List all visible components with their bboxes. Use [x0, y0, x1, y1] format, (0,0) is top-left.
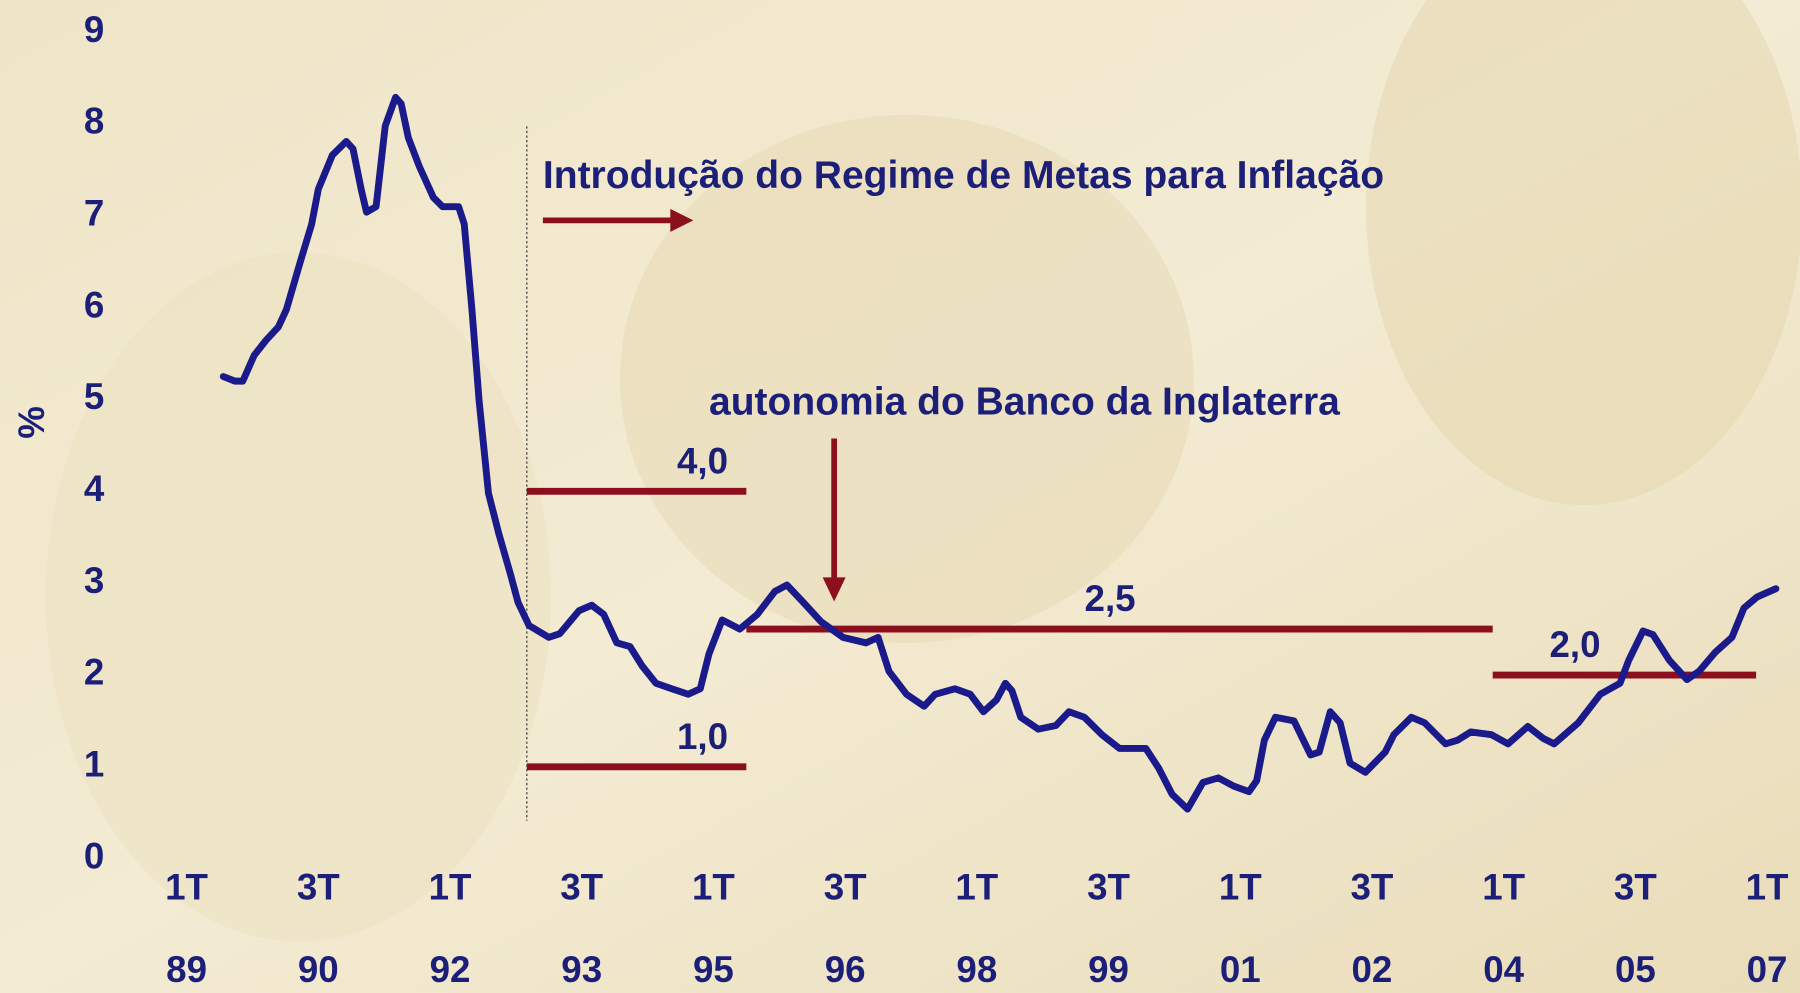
- event-label: autonomia do Banco da Inglaterra: [709, 380, 1340, 423]
- y-tick-label: 7: [84, 193, 104, 234]
- x-tick-label: 04: [1483, 949, 1524, 990]
- x-tick-label: 02: [1352, 949, 1393, 990]
- x-tick-label: 3T: [297, 866, 340, 907]
- y-tick-label: 1: [84, 744, 104, 785]
- y-tick-label: 0: [84, 835, 104, 876]
- x-tick-label: 96: [825, 949, 866, 990]
- x-tick-label: 1T: [1482, 866, 1525, 907]
- x-tick-label: 89: [166, 949, 207, 990]
- x-tick-label: 1T: [429, 866, 472, 907]
- y-tick-label: 2: [84, 652, 104, 693]
- x-tick-label: 1T: [1746, 866, 1789, 907]
- y-tick-label: 9: [84, 9, 104, 50]
- x-tick-label: 92: [430, 949, 471, 990]
- x-tick-label: 95: [693, 949, 734, 990]
- x-tick-label: 05: [1615, 949, 1656, 990]
- y-axis-label: %: [11, 406, 52, 439]
- y-tick-label: 6: [84, 284, 104, 325]
- x-tick-label: 1T: [692, 866, 735, 907]
- x-tick-label: 98: [956, 949, 997, 990]
- x-tick-label: 1T: [1219, 866, 1262, 907]
- event-label: Introdução do Regime de Metas para Infla…: [543, 154, 1384, 197]
- x-tick-label: 90: [298, 949, 339, 990]
- page: {"chart_data": { "type": "line", "y_labe…: [0, 0, 1800, 993]
- x-tick-label: 3T: [1351, 866, 1394, 907]
- target-label: 2,5: [1085, 578, 1136, 619]
- chart: % 01234567891T893T901T923T931T953T961T98…: [0, 0, 1800, 993]
- x-tick-label: 1T: [165, 866, 208, 907]
- x-tick-label: 3T: [560, 866, 603, 907]
- x-tick-label: 3T: [824, 866, 867, 907]
- x-tick-label: 99: [1088, 949, 1129, 990]
- y-tick-label: 5: [84, 376, 104, 417]
- target-label: 1,0: [677, 716, 728, 757]
- x-tick-label: 07: [1747, 949, 1788, 990]
- x-tick-label: 01: [1220, 949, 1261, 990]
- target-label: 2,0: [1549, 624, 1600, 665]
- x-tick-label: 1T: [955, 866, 998, 907]
- x-tick-label: 3T: [1614, 866, 1657, 907]
- x-tick-label: 93: [561, 949, 602, 990]
- y-tick-label: 3: [84, 560, 104, 601]
- y-tick-label: 8: [84, 101, 104, 142]
- y-tick-label: 4: [84, 468, 105, 509]
- target-label: 4,0: [677, 440, 728, 481]
- x-tick-label: 3T: [1087, 866, 1130, 907]
